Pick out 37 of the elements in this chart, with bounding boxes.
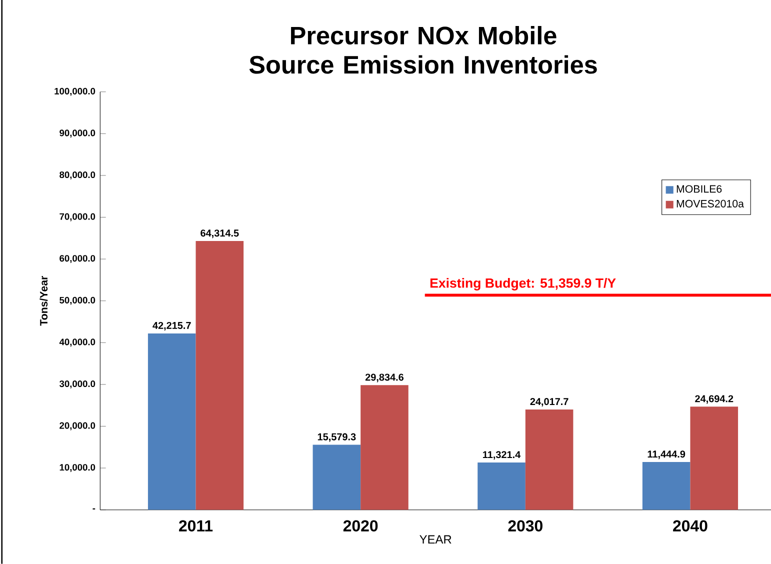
x-tick-label: 2030 — [508, 520, 542, 532]
y-tick-label: 100,000.0 — [54, 88, 96, 96]
bar — [478, 462, 526, 510]
y-tick-label: 90,000.0 — [60, 130, 96, 138]
data-label: 42,215.7 — [152, 322, 191, 331]
y-tick-label: 60,000.0 — [60, 255, 96, 264]
chart-title: Precursor NOx Mobile Source Emission Inventories — [249, 26, 597, 74]
legend-label: MOBILE6 — [676, 185, 722, 193]
data-label: 24,694.2 — [695, 395, 734, 404]
x-tick-label: 2020 — [343, 520, 378, 532]
bar — [690, 406, 738, 510]
y-tick-label: 40,000.0 — [59, 338, 96, 347]
y-tick-label: - — [92, 508, 96, 510]
data-label: 29,834.6 — [365, 374, 404, 382]
bar — [642, 462, 690, 510]
y-tick-label: 30,000.0 — [59, 380, 96, 388]
y-tick-label: 10,000.0 — [60, 464, 96, 472]
x-tick-label: 2011 — [179, 520, 213, 532]
y-axis-title: Tons/Year — [40, 276, 48, 326]
y-tick-label: 70,000.0 — [60, 213, 96, 222]
data-label: 64,314.5 — [200, 230, 239, 238]
bar — [360, 385, 408, 510]
data-label: 24,017.7 — [530, 398, 568, 407]
data-label: 15,579.3 — [318, 433, 356, 442]
y-tick-label: 20,000.0 — [60, 422, 96, 430]
y-tick-label: 50,000.0 — [60, 296, 96, 305]
legend-label: MOVES2010a — [676, 200, 744, 208]
ref-line-label: Existing Budget: 51,359.9 T/Y — [430, 278, 616, 291]
data-label: 11,321.4 — [483, 451, 521, 460]
bar — [525, 410, 574, 510]
bar — [196, 241, 244, 510]
y-tick-label: 80,000.0 — [60, 172, 96, 180]
bar — [312, 444, 361, 510]
bar — [148, 333, 196, 510]
x-axis-title: YEAR — [420, 535, 452, 544]
x-tick-label: 2040 — [673, 520, 708, 532]
data-label: 11,444.9 — [648, 450, 686, 460]
